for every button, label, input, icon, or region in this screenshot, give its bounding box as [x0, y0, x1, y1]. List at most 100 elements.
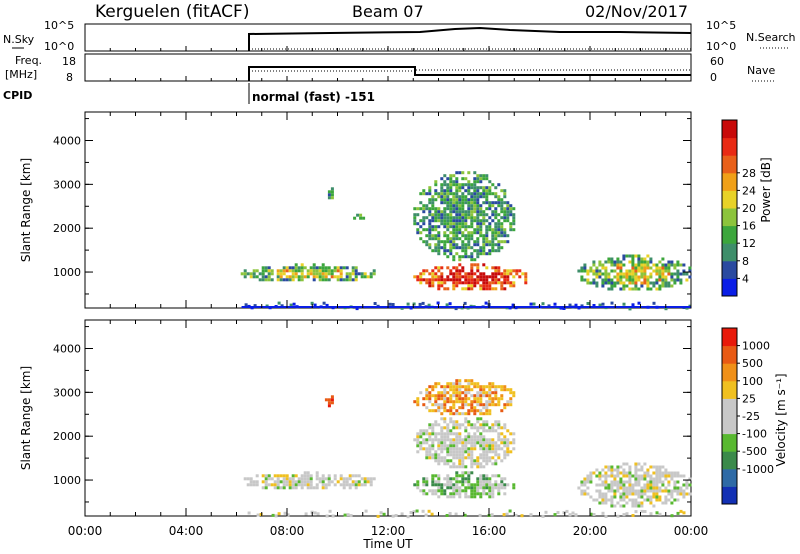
echo-cell — [258, 278, 262, 282]
echo-cell — [419, 237, 423, 241]
echo-cell — [482, 489, 486, 493]
echo-cell — [482, 447, 486, 451]
echo-cell — [505, 512, 509, 516]
echo-cell — [485, 400, 489, 404]
echo-cell — [458, 189, 462, 193]
echo-cell — [664, 489, 668, 493]
echo-cell — [616, 465, 620, 469]
echo-cell — [455, 216, 459, 220]
echo-cell — [640, 263, 644, 267]
ytick-label: 2000 — [53, 430, 81, 443]
echo-cell — [607, 465, 611, 469]
echo-cell — [458, 382, 462, 386]
echo-cell — [449, 382, 453, 386]
echo-cell — [437, 213, 441, 217]
echo-cell — [425, 240, 429, 244]
echo-cell — [467, 183, 471, 187]
echo-cell — [655, 471, 659, 475]
colorbar-tick-label: 20 — [742, 202, 756, 215]
echo-cell — [443, 252, 447, 256]
echo-cell — [494, 420, 498, 424]
echo-cell — [491, 483, 495, 487]
echo-cell — [506, 213, 510, 217]
echo-cell — [458, 459, 462, 463]
echo-cell — [622, 254, 626, 258]
echo-cell — [458, 400, 462, 404]
echo-cell — [321, 266, 325, 270]
echo-cell — [421, 301, 425, 305]
echo-cell — [437, 234, 441, 238]
echo-cell — [506, 483, 510, 487]
echo-cell — [461, 243, 465, 247]
echo-cell — [443, 444, 447, 448]
echo-cell — [437, 489, 441, 493]
echo-cell — [488, 492, 492, 496]
echo-cell — [449, 201, 453, 205]
echo-cell — [595, 483, 599, 487]
echo-cell — [595, 474, 599, 478]
echo-cell — [607, 489, 611, 493]
echo-cell — [580, 269, 584, 273]
echo-cell — [425, 483, 429, 487]
echo-cell — [625, 474, 629, 478]
echo-cell — [470, 423, 474, 427]
echo-cell — [348, 272, 352, 276]
echo-cell — [316, 512, 320, 516]
echo-cell — [485, 207, 489, 211]
echo-cell — [324, 266, 328, 270]
echo-cell — [631, 269, 635, 273]
echo-cell — [470, 400, 474, 404]
echo-cell — [437, 447, 441, 451]
echo-cell — [446, 207, 450, 211]
echo-cell — [482, 441, 486, 445]
echo-cell — [331, 514, 335, 518]
echo-cell — [506, 447, 510, 451]
echo-cell — [610, 504, 614, 508]
echo-cell — [443, 278, 447, 282]
echo-cell — [473, 201, 477, 205]
echo-cell — [327, 477, 331, 481]
echo-cell — [458, 435, 462, 439]
echo-cell — [449, 385, 453, 389]
echo-cell — [443, 417, 447, 421]
echo-cell — [583, 489, 587, 493]
echo-cell — [461, 201, 465, 205]
echo-cell — [369, 477, 373, 481]
echo-cell — [437, 225, 441, 229]
echo-cell — [428, 207, 432, 211]
echo-cell — [497, 222, 501, 226]
echo-cell — [382, 512, 386, 516]
station-title: Kerguelen (fitACF) — [95, 2, 249, 22]
echo-cell — [670, 278, 674, 282]
echo-cell — [271, 513, 275, 517]
echo-cell — [434, 492, 438, 496]
echo-cell — [300, 477, 304, 481]
echo-cell — [655, 483, 659, 487]
echo-cell — [455, 412, 459, 416]
echo-cell — [455, 450, 459, 454]
echo-cell — [506, 272, 510, 276]
echo-cell — [449, 444, 453, 448]
echo-region — [413, 417, 516, 469]
echo-cell — [476, 477, 480, 481]
echo-cell — [330, 480, 334, 484]
echo-cell — [446, 480, 450, 484]
echo-cell — [637, 254, 641, 258]
echo-cell — [640, 501, 644, 505]
echo-cell — [261, 269, 265, 273]
echo-cell — [658, 465, 662, 469]
echo-cell — [458, 474, 462, 478]
echo-cell — [440, 432, 444, 436]
echo-cell — [267, 275, 271, 279]
echo-cell — [276, 278, 280, 282]
echo-cell — [482, 281, 486, 285]
echo-cell — [416, 480, 420, 484]
echo-cell — [434, 180, 438, 184]
echo-cell — [431, 201, 435, 205]
echo-cell — [416, 278, 420, 282]
echo-cell — [280, 304, 284, 308]
echo-cell — [416, 403, 420, 407]
echo-cell — [473, 284, 477, 288]
echo-cell — [649, 275, 653, 279]
